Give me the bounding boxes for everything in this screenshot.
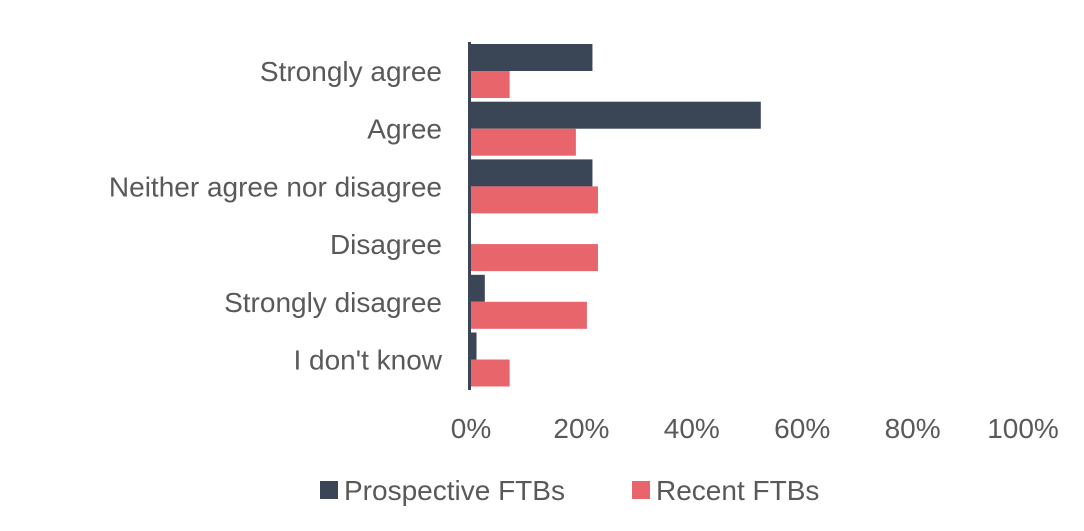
x-tick-label: 40% (664, 413, 720, 444)
legend-swatch-recent (632, 481, 650, 499)
bar-prospective (471, 44, 593, 71)
legend-label: Prospective FTBs (344, 475, 565, 506)
category-label: Strongly agree (260, 56, 442, 87)
bar-prospective (471, 159, 593, 187)
bar-recent (471, 186, 598, 214)
bar-recent (471, 71, 510, 98)
bar-prospective (471, 274, 485, 302)
x-tick-label: 100% (987, 413, 1059, 444)
category-label: Agree (367, 114, 442, 145)
bar-recent (471, 244, 598, 272)
legend-swatch-prospective (320, 481, 338, 499)
bar-prospective (471, 332, 477, 360)
category-label: Neither agree nor disagree (109, 171, 442, 202)
bar-prospective (471, 101, 761, 129)
x-tick-label: 20% (553, 413, 609, 444)
bar-recent (471, 301, 587, 329)
legend-label: Recent FTBs (656, 475, 819, 506)
category-label: Disagree (330, 229, 442, 260)
category-label: Strongly disagree (224, 287, 442, 318)
bar-recent (471, 359, 510, 387)
x-tick-label: 60% (774, 413, 830, 444)
bar-recent (471, 128, 576, 156)
x-tick-label: 0% (451, 413, 491, 444)
x-tick-label: 80% (885, 413, 941, 444)
category-label: I don't know (293, 345, 442, 376)
